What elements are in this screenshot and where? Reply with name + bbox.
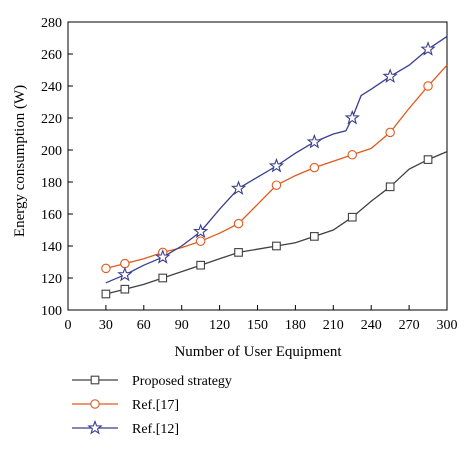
series-1-point-9 — [423, 81, 433, 91]
series-0-point-5 — [272, 241, 281, 251]
legend-marker-1 — [90, 399, 100, 409]
x-tick-label-2: 60 — [137, 318, 151, 333]
series-2-point-1 — [155, 249, 171, 264]
x-tick-label-9: 270 — [399, 318, 420, 333]
series-0-point-3 — [196, 260, 206, 270]
legend: Proposed strategy Ref.[17] Ref.[12] — [72, 374, 232, 437]
series-2 — [105, 35, 448, 284]
x-tick-label-7: 210 — [323, 318, 344, 333]
legend-label-1: Ref.[17] — [132, 398, 179, 413]
series-0 — [101, 151, 448, 299]
x-tick-label-3: 90 — [175, 318, 189, 333]
series-1-point-5 — [271, 180, 282, 190]
x-tick-label-5: 150 — [247, 318, 268, 333]
x-tick-label-4: 120 — [209, 318, 230, 333]
x-tick-label-6: 180 — [285, 318, 306, 333]
series-2-point-6 — [344, 109, 360, 125]
series-0-point-4 — [234, 248, 243, 257]
series-2-point-8 — [420, 41, 436, 56]
series-1-point-4 — [233, 218, 244, 229]
y-tick-label-8: 260 — [41, 48, 62, 63]
series-0-point-0 — [101, 289, 111, 299]
series-1-point-1 — [120, 258, 130, 269]
series-2-point-5 — [306, 133, 323, 149]
x-tick-label-8: 240 — [361, 318, 382, 333]
series-layer — [101, 35, 448, 299]
series-2-point-7 — [382, 68, 398, 83]
series-2-point-4 — [268, 157, 285, 173]
y-axis-title: Energy consumption (W) — [12, 85, 28, 237]
y-tick-label-4: 180 — [41, 176, 62, 191]
y-tick-label-0: 100 — [41, 304, 62, 319]
x-tick-label-1: 30 — [99, 318, 113, 333]
y-tick-label-5: 200 — [41, 144, 62, 159]
axes: 0 30 60 90 120 150 180 210 240 270 300 100 120 140 160… — [41, 16, 458, 333]
legend-marker-0 — [90, 375, 100, 385]
series-0-point-1 — [120, 284, 130, 294]
series-1-point-3 — [195, 236, 206, 246]
y-tick-label-9: 280 — [41, 16, 62, 31]
series-0-point-8 — [385, 182, 395, 192]
series-1-point-6 — [309, 162, 320, 173]
y-tick-label-6: 220 — [41, 112, 62, 127]
series-0-point-9 — [423, 155, 433, 164]
y-tick-label-3: 160 — [41, 208, 62, 223]
x-tick-label-10: 300 — [437, 318, 458, 333]
series-2-point-3 — [230, 180, 247, 195]
series-2-point-2 — [192, 223, 209, 239]
series-2-line — [105, 35, 448, 284]
y-tick-label-7: 240 — [41, 80, 62, 95]
series-1-point-8 — [385, 127, 395, 138]
series-2-point-0 — [117, 266, 133, 282]
y-tick-label-2: 140 — [41, 240, 62, 255]
y-tick-label-1: 120 — [41, 272, 62, 287]
series-0-point-6 — [309, 232, 319, 241]
x-tick-label-0: 0 — [65, 318, 72, 333]
series-0-point-2 — [158, 273, 168, 283]
series-0-line — [105, 151, 448, 295]
x-axis-title: Number of User Equipment — [174, 344, 342, 360]
series-1-point-7 — [347, 150, 357, 160]
series-1-point-0 — [101, 263, 111, 274]
legend-marker-2 — [87, 419, 103, 435]
legend-label-0: Proposed strategy — [132, 374, 232, 389]
legend-label-2: Ref.[12] — [132, 422, 179, 437]
series-0-point-7 — [347, 212, 357, 222]
